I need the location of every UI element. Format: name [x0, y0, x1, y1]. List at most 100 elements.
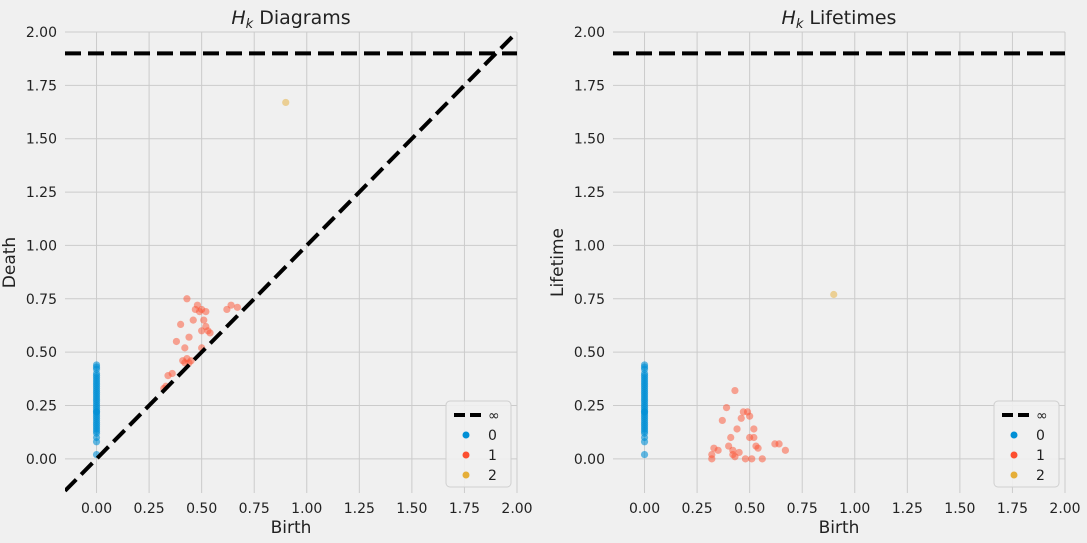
x-axis-label: Birth: [271, 518, 312, 538]
y-axis-label: Death: [0, 237, 20, 288]
series-1-point: [735, 448, 743, 457]
legend-marker: [1010, 431, 1018, 439]
series-1-point: [200, 316, 208, 324]
y-tick-label: 1.25: [26, 185, 57, 201]
x-tick-label: 0.25: [682, 501, 713, 517]
y-tick-label: 0.50: [26, 345, 57, 361]
chart-title: Hk Diagrams: [231, 7, 350, 32]
title-symbol: H: [782, 7, 796, 29]
legend-label: 0: [1036, 428, 1045, 444]
series-1-point: [181, 344, 189, 352]
title-text: Diagrams: [259, 7, 350, 29]
title-subscript: k: [246, 17, 254, 32]
legend-marker: [1010, 451, 1018, 459]
series-1-point: [227, 301, 235, 309]
y-tick-label: 0.50: [574, 345, 605, 361]
series-1-point: [718, 416, 726, 425]
y-tick-label: 1.75: [574, 78, 605, 94]
x-tick-label: 1.75: [449, 501, 480, 517]
x-tick-label: 0.75: [239, 501, 270, 517]
series-1-point: [750, 433, 758, 442]
series-1-point: [731, 386, 739, 395]
legend-marker: [462, 451, 470, 459]
y-tick-label: 1.00: [574, 238, 605, 254]
legend: ∞ 0 1 2: [445, 400, 512, 488]
title-text: Lifetimes: [809, 7, 896, 29]
series-1-point: [714, 446, 722, 454]
series-1-point: [733, 425, 741, 433]
series-1-point: [781, 446, 789, 454]
series-2-point: [830, 290, 838, 299]
legend-label: 1: [1036, 448, 1045, 464]
series-0-point: [92, 427, 101, 435]
series-0-point: [92, 408, 101, 416]
x-tick-label: 0.25: [134, 501, 165, 517]
series-0-point: [640, 427, 649, 435]
x-tick-label: 0.00: [81, 501, 112, 517]
series-1-point: [775, 440, 783, 448]
y-tick-label: 0.25: [26, 398, 57, 414]
x-tick-label: 1.00: [291, 501, 322, 517]
series-1-point: [183, 295, 191, 303]
series-0-point: [640, 421, 649, 429]
chart-title: Hk Lifetimes: [782, 7, 897, 32]
legend-marker: [462, 471, 470, 479]
plot-area: [65, 32, 517, 493]
legend-label: 2: [1036, 468, 1045, 484]
legend-label: ∞: [1036, 408, 1048, 424]
series-0-point: [640, 408, 649, 416]
series-1-point: [172, 337, 181, 346]
y-tick-label: 0.00: [574, 452, 605, 468]
x-tick-label: 1.25: [344, 501, 375, 517]
y-tick-label: 1.25: [574, 185, 605, 201]
y-tick-label: 0.25: [574, 398, 605, 414]
series-1-point: [187, 357, 195, 365]
legend-marker: [462, 431, 470, 439]
legend-label: ∞: [488, 408, 500, 424]
series-1-point: [708, 450, 716, 459]
legend-box: [445, 400, 512, 488]
series-1-point: [202, 307, 210, 316]
series-1-point: [754, 444, 762, 452]
y-tick-label: 1.75: [26, 78, 57, 94]
x-tick-label: 2.00: [1049, 501, 1080, 517]
legend-label: 0: [488, 428, 497, 444]
series-0-point: [640, 450, 649, 459]
diagonal-line: [65, 32, 517, 493]
series-1-point: [722, 404, 731, 412]
series-1-point: [741, 455, 750, 463]
series-1-point: [758, 455, 766, 463]
series-1-point: [177, 320, 185, 328]
plot-area: [613, 51, 1065, 463]
series-0-point: [92, 421, 101, 429]
y-tick-label: 2.00: [26, 25, 57, 41]
legend: ∞ 0 1 2: [993, 400, 1060, 488]
y-tick-label: 1.50: [26, 132, 57, 148]
x-tick-label: 0.75: [787, 501, 818, 517]
series-1-point: [748, 455, 756, 463]
legend-box: [993, 400, 1060, 488]
x-tick-label: 1.75: [997, 501, 1028, 517]
lifetimes-panel: 0.00 0.25 0.50 0.75 1.00 1.25 1.50 1.75 2.00 0.00…: [548, 7, 1081, 538]
series-1-point: [737, 414, 745, 422]
series-0-point: [92, 361, 101, 369]
y-tick-label: 0.75: [574, 292, 605, 308]
y-axis-label: Lifetime: [548, 228, 568, 297]
title-subscript: k: [796, 17, 804, 32]
series-1-point: [746, 412, 754, 420]
x-tick-label: 1.00: [839, 501, 870, 517]
y-tick-label: 1.50: [574, 132, 605, 148]
x-tick-label: 1.25: [892, 501, 923, 517]
series-1-point: [168, 369, 176, 378]
series-2-point: [282, 98, 290, 107]
series-1-point: [729, 446, 737, 454]
title-symbol: H: [231, 7, 245, 29]
x-tick-label: 0.00: [629, 501, 660, 517]
series-1-point: [206, 329, 214, 337]
series-1-point: [727, 433, 735, 442]
y-tick-label: 2.00: [574, 25, 605, 41]
series-1-point: [233, 303, 241, 311]
y-tick-label: 1.00: [26, 238, 57, 254]
series-1-point: [185, 333, 193, 341]
